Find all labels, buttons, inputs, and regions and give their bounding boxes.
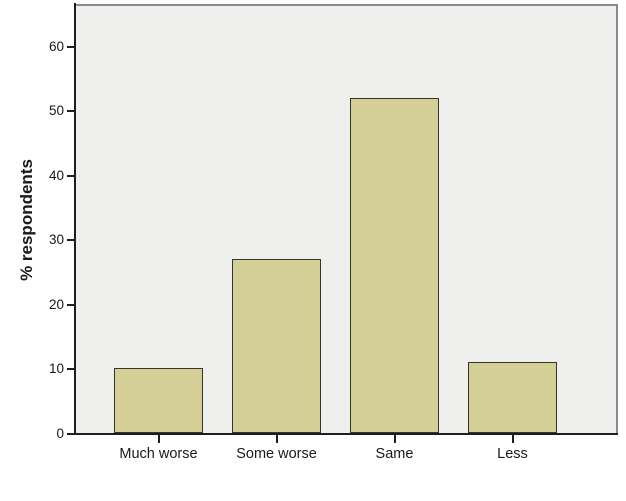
y-tick-mark	[67, 239, 75, 242]
plot-frame-top	[75, 4, 618, 6]
x-tick-mark	[393, 435, 396, 443]
y-tick-mark	[67, 174, 75, 177]
bar	[232, 258, 321, 433]
y-tick-label: 50	[48, 103, 64, 119]
x-tick-mark	[157, 435, 160, 443]
y-tick-label: 20	[48, 296, 64, 312]
plot-area	[75, 5, 616, 433]
y-tick-label: 30	[48, 232, 64, 248]
bar	[350, 97, 439, 433]
y-tick-mark	[67, 368, 75, 371]
x-tick-label: Some worse	[236, 446, 317, 462]
y-tick-label: 40	[48, 167, 64, 183]
bar	[114, 368, 203, 433]
y-tick-label: 0	[56, 426, 64, 441]
x-tick-mark	[511, 435, 514, 443]
y-tick-label: 10	[48, 361, 64, 377]
y-tick-mark	[67, 45, 75, 48]
y-tick-mark	[67, 433, 75, 435]
x-tick-label: Less	[497, 446, 528, 462]
y-tick-mark	[67, 303, 75, 306]
bar	[468, 362, 557, 433]
x-tick-mark	[275, 435, 278, 443]
x-tick-label: Same	[375, 446, 414, 462]
y-tick-mark	[67, 110, 75, 113]
y-tick-label: 60	[48, 38, 64, 54]
plot-frame-right	[616, 4, 618, 434]
y-axis-line	[74, 3, 76, 435]
x-tick-label: Much worse	[119, 446, 198, 462]
x-axis-line	[74, 433, 618, 435]
